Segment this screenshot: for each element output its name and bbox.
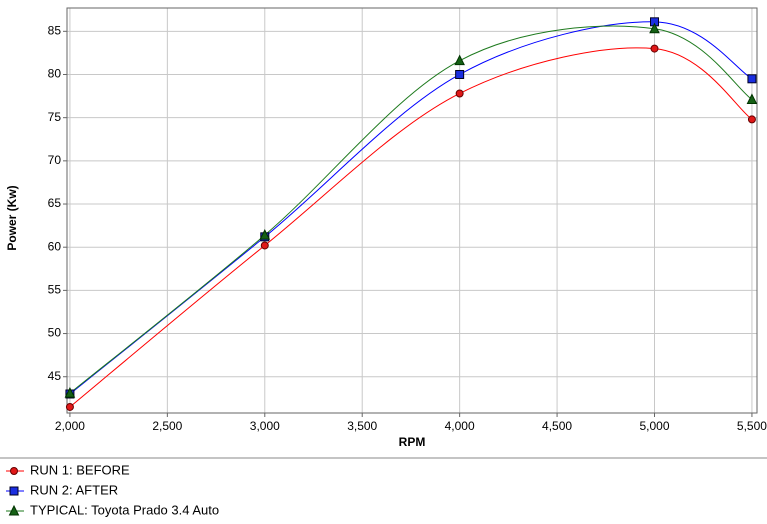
legend-label: RUN 1: BEFORE [30, 462, 130, 477]
data-point [64, 387, 76, 398]
legend-marker [8, 504, 20, 516]
data-point [65, 402, 74, 411]
y-tick-label: 80 [48, 67, 62, 81]
data-point [746, 93, 758, 105]
y-tick-label: 55 [48, 283, 62, 297]
data-point [747, 74, 757, 84]
x-tick-label: 2,000 [55, 419, 85, 433]
y-tick-label: 75 [48, 110, 62, 124]
plot-border [66, 7, 758, 414]
data-point [455, 69, 465, 79]
y-tick-label: 65 [48, 196, 62, 210]
data-point [747, 115, 756, 124]
y-tick-label: 50 [48, 326, 62, 340]
x-tick-label: 4,500 [542, 419, 572, 433]
legend-marker [10, 467, 18, 475]
data-point [259, 228, 271, 240]
x-tick-label: 5,500 [737, 419, 767, 433]
data-point [260, 241, 269, 250]
data-point [650, 44, 659, 53]
x-axis-title: RPM [399, 435, 426, 449]
y-tick-label: 85 [48, 23, 62, 37]
x-tick-label: 5,000 [639, 419, 669, 433]
x-tick-label: 2,500 [152, 419, 182, 433]
legend-label: RUN 2: AFTER [30, 482, 118, 497]
data-point [454, 54, 465, 66]
series-line [69, 47, 753, 408]
data-point [455, 89, 464, 98]
legend-label: TYPICAL: Toyota Prado 3.4 Auto [30, 502, 219, 517]
y-axis-title: Power (Kw) [5, 185, 19, 250]
x-tick-label: 3,000 [250, 419, 280, 433]
data-point [649, 22, 660, 34]
series-line [69, 21, 753, 395]
series-line [69, 25, 753, 394]
x-tick-label: 3,500 [347, 419, 377, 433]
legend-marker [9, 486, 19, 496]
y-tick-label: 45 [48, 369, 62, 383]
y-tick-label: 60 [48, 239, 62, 253]
x-tick-label: 4,000 [445, 419, 475, 433]
y-tick-label: 70 [48, 153, 62, 167]
